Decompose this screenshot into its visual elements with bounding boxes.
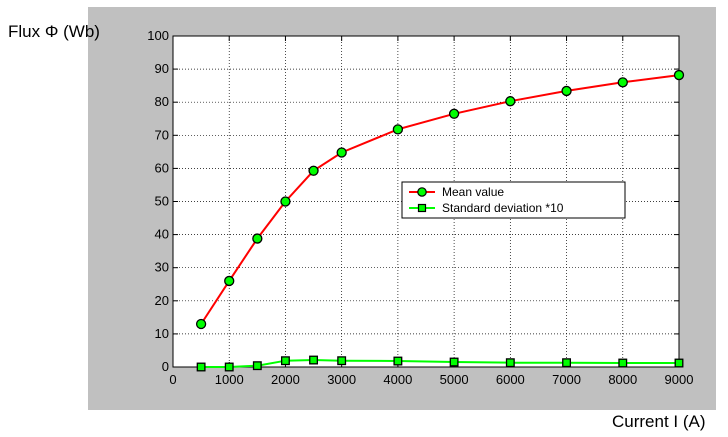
x-tick-label: 9000 — [665, 372, 694, 387]
series-2-point — [674, 358, 684, 368]
series-1-point — [392, 124, 404, 135]
x-tick-label: 8000 — [608, 372, 637, 387]
ticks: 0 1000 2000 3000 4000 5000 6000 7000 8000 9000 0 10… — [147, 28, 693, 387]
legend-box — [401, 181, 626, 219]
series-2-point — [449, 357, 459, 367]
series-line-2 — [201, 358, 679, 368]
x-tick-label: 7000 — [552, 372, 581, 387]
series-1-point — [561, 85, 572, 97]
legend-marker-1 — [417, 187, 427, 197]
x-tick-label: 1000 — [215, 372, 244, 387]
y-tick-label: 90 — [155, 61, 169, 76]
y-tick-label: 10 — [155, 326, 169, 341]
series-2-point — [224, 362, 234, 372]
series-1-point — [617, 77, 628, 88]
series-1-point — [336, 147, 347, 158]
y-tick-label: 0 — [162, 359, 169, 374]
series-1-point — [448, 108, 460, 119]
series-2-point — [196, 362, 206, 372]
y-tick-label: 30 — [155, 260, 169, 275]
legend-label-2: Standard deviation *10 — [442, 201, 564, 215]
y-tick-label: 100 — [147, 28, 169, 43]
x-tick-label: 2000 — [271, 372, 300, 387]
legend-label-1: Mean value — [442, 185, 504, 199]
series-2-point — [393, 356, 403, 366]
legend: Mean value Standard deviation *10 — [401, 181, 626, 219]
series-1-point — [280, 196, 291, 207]
y-tick-label: 20 — [155, 293, 169, 308]
series-line-1 — [200, 74, 680, 325]
series-1-point — [195, 318, 207, 330]
series-2-point — [505, 358, 515, 368]
series-2-point — [562, 358, 572, 368]
y-axis-label: Flux Φ (Wb) — [8, 22, 100, 41]
x-axis-label: Current I (A) — [612, 412, 706, 431]
series-2-point — [337, 356, 347, 366]
legend-marker-2 — [417, 203, 427, 213]
series-2-point — [309, 355, 319, 365]
series-2-point — [252, 361, 262, 371]
series-1-point — [308, 165, 319, 176]
series-1-point — [505, 96, 516, 107]
x-tick-label: 5000 — [440, 372, 469, 387]
y-tick-label: 60 — [155, 160, 169, 175]
series-1-point — [224, 275, 235, 287]
series-1-point — [673, 69, 685, 81]
y-tick-label: 40 — [155, 227, 169, 242]
y-tick-label: 70 — [155, 127, 169, 142]
plot-frame — [172, 35, 680, 368]
series-1-point — [252, 233, 263, 244]
x-tick-label: 6000 — [496, 372, 525, 387]
x-tick-label: 0 — [169, 372, 176, 387]
series-2-point — [280, 356, 290, 366]
x-tick-label: 3000 — [327, 372, 356, 387]
series — [195, 69, 685, 372]
y-tick-label: 50 — [155, 194, 169, 209]
series-2-point — [618, 358, 628, 368]
x-tick-label: 4000 — [383, 372, 412, 387]
y-tick-label: 80 — [155, 94, 169, 109]
